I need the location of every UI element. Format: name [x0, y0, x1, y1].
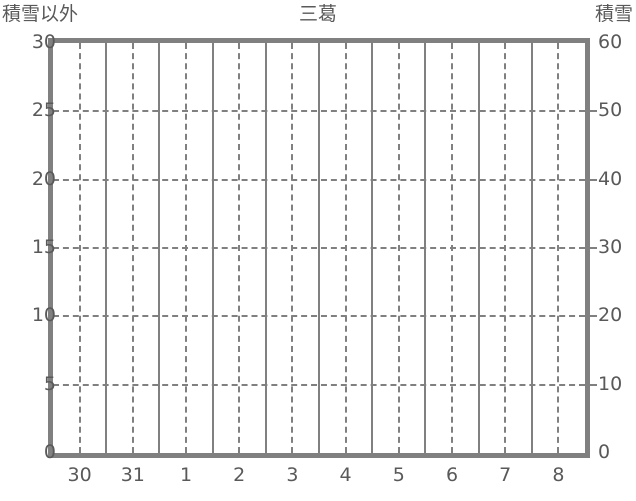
chart-title: 三葛 — [298, 3, 337, 25]
left-axis-title: 積雪以外 — [2, 3, 79, 25]
y-axis-right-tick-label: 10 — [598, 372, 623, 395]
y-axis-right-tick-mark — [590, 110, 597, 113]
y-axis-right-tick-mark — [590, 247, 597, 249]
y-axis-right-tick-label: 20 — [598, 304, 623, 327]
x-axis-tick-label: 4 — [339, 464, 352, 486]
y-axis-right-tick-label: 40 — [598, 167, 623, 190]
y-axis-left-tick-label: 10 — [31, 304, 56, 327]
y-axis-right-tick-mark — [590, 383, 597, 386]
x-axis-tick-label: 6 — [445, 464, 459, 486]
horizontal-gridline — [53, 315, 585, 318]
y-axis-left-tick-label: 25 — [31, 99, 56, 122]
plot-area — [48, 38, 590, 458]
x-axis-tick-label: 3 — [286, 464, 299, 486]
x-axis-tick-label: 7 — [499, 464, 512, 486]
y-axis-right-tick-label: 30 — [598, 236, 623, 258]
y-axis-right-tick-mark — [590, 178, 597, 181]
y-axis-right-tick-label: 0 — [598, 441, 611, 463]
horizontal-gridline — [53, 178, 585, 181]
right-axis-title: 積雪 — [594, 3, 633, 25]
y-axis-right-tick-mark — [590, 315, 597, 318]
plot-grid-container — [53, 43, 585, 453]
x-axis-tick-label: 30 — [67, 464, 92, 486]
y-axis-left-tick-label: 30 — [31, 31, 56, 53]
y-axis-left-tick-label: 15 — [31, 236, 56, 258]
x-axis-tick-label: 8 — [552, 464, 565, 486]
x-axis-tick-label: 2 — [233, 464, 246, 486]
horizontal-gridline — [53, 247, 585, 249]
x-axis-tick-label: 31 — [120, 464, 145, 486]
y-axis-left-tick-label: 20 — [31, 167, 56, 190]
y-axis-left-tick-label: 0 — [43, 441, 56, 463]
x-axis-tick-label: 1 — [179, 464, 193, 486]
y-axis-right-tick-label: 50 — [598, 99, 623, 122]
y-axis-left-tick-label: 5 — [43, 372, 56, 395]
horizontal-gridline — [53, 110, 585, 113]
y-axis-right-tick-label: 60 — [598, 31, 623, 53]
horizontal-gridline — [53, 383, 585, 386]
x-axis-tick-label: 5 — [392, 464, 405, 486]
